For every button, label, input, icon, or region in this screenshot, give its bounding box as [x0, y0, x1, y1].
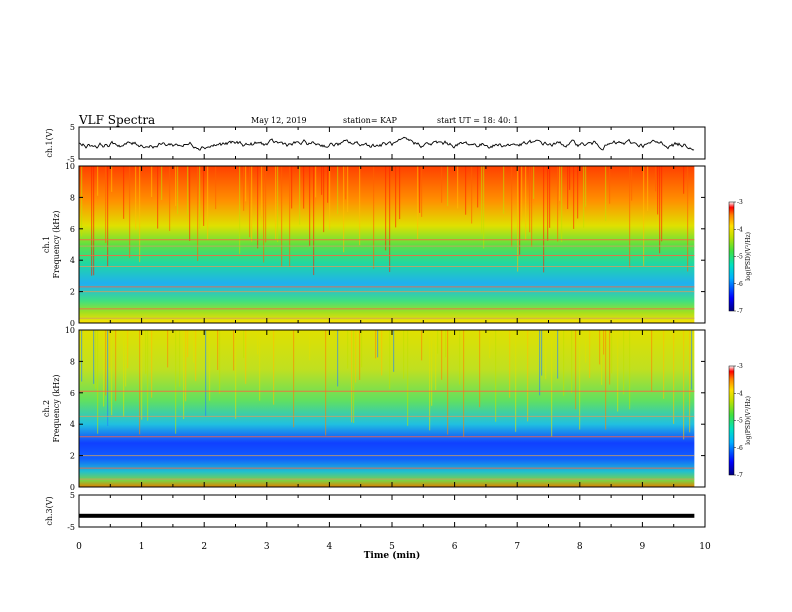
ch3-ylabel: ch.3(V)	[45, 496, 54, 525]
ch2-colorbar-tick-label: -6	[737, 445, 743, 452]
ch1-frame	[78, 126, 706, 160]
ch2-ytick-label: 10	[65, 326, 75, 335]
ch1-ytick-label: 5	[70, 123, 75, 132]
ch1-colorbar-scale	[728, 201, 735, 312]
ch1-ylabel-quantity: Frequency (kHz)	[52, 210, 61, 278]
ch1-colorbar-tick-label: -3	[737, 199, 743, 206]
ch1-colorbar-tick-label: -7	[737, 308, 743, 315]
ch2-ylabel-channel: ch.2	[42, 400, 51, 417]
colorbars: -3 -4 -5 -6 -7 log(PSD)(V²/Hz) -3 -4 -5 -6 -7 log(P…	[728, 199, 752, 479]
ch2-ylabel-quantity: Frequency (kHz)	[52, 374, 61, 442]
xtick-label: 0	[76, 542, 82, 552]
ch1-colorbar-tick-label: -5	[737, 254, 743, 261]
ch2-colorbar-tick-label: -4	[737, 390, 743, 397]
ch1-colorbar-tick-label: -6	[737, 281, 743, 288]
ch1-ytick-label: 2	[70, 288, 75, 297]
xtick-label: 7	[514, 542, 520, 552]
ch2-colorbar: -3 -4 -5 -6 -7 log(PSD)(V²/Hz)	[728, 363, 752, 479]
ch3-frame	[78, 494, 706, 528]
ch2-colorbar-scale	[728, 365, 735, 476]
ch1-colorbar-tick-label: -4	[737, 226, 743, 233]
xtick-label: 9	[640, 542, 646, 552]
ch2-ytick-label: 4	[70, 420, 75, 429]
panels	[78, 126, 706, 528]
ch2-ytick-label: 6	[70, 389, 75, 398]
ch1-ytick-label: 8	[70, 193, 75, 202]
ch3-waveform-trace	[79, 513, 695, 518]
ch1-ytick-label: 0	[70, 319, 75, 328]
ch2-colorbar-tick-label: -7	[737, 472, 743, 479]
ch3-ytick-label: -5	[67, 523, 75, 532]
date-label: May 12, 2019	[251, 116, 307, 125]
xtick-label: 1	[139, 542, 145, 552]
ch1-colorbar: -3 -4 -5 -6 -7 log(PSD)(V²/Hz)	[728, 199, 752, 315]
ch1-colorbar-label: log(PSD)(V²/Hz)	[745, 232, 752, 281]
xtick-label: 10	[699, 542, 711, 552]
ch1-ylabel-channel: ch.1	[42, 236, 51, 253]
xtick-label: 8	[577, 542, 583, 552]
ch2-colorbar-tick-label: -5	[737, 418, 743, 425]
figure-title: VLF Spectra	[78, 113, 155, 127]
ch1-ylabel: ch.1(V)	[45, 128, 54, 157]
station-label: station= KAP	[343, 116, 398, 125]
ch1-waveform-trace	[78, 136, 695, 151]
xtick-label: 6	[452, 542, 458, 552]
ch1-streaks	[81, 166, 689, 276]
ch2-colorbar-tick-label: -3	[737, 363, 743, 370]
ch2-ytick-label: 2	[70, 452, 75, 461]
ch2-ytick-label: 8	[70, 357, 75, 366]
xtick-label: 2	[201, 542, 207, 552]
ch2-streaks	[81, 330, 693, 440]
ch1-ytick-label: 4	[70, 256, 75, 265]
ch2-spectrogram-fill	[79, 330, 695, 487]
ch2-ytick-label: 0	[70, 483, 75, 492]
ch3-ytick-label: 5	[70, 491, 75, 500]
ch1-ytick-label: -5	[67, 155, 75, 164]
xtick-label: 4	[327, 542, 333, 552]
xaxis-label: Time (min)	[364, 550, 421, 561]
ch1-spectrogram-fill	[79, 166, 695, 323]
xtick-label: 5	[389, 542, 395, 552]
ch1-ytick-label: 10	[65, 162, 75, 171]
ch2-colorbar-label: log(PSD)(V²/Hz)	[745, 396, 752, 445]
xtick-label: 3	[264, 542, 270, 552]
start-ut-label: start UT = 18: 40: 1	[437, 116, 518, 125]
ch1-ytick-label: 6	[70, 225, 75, 234]
